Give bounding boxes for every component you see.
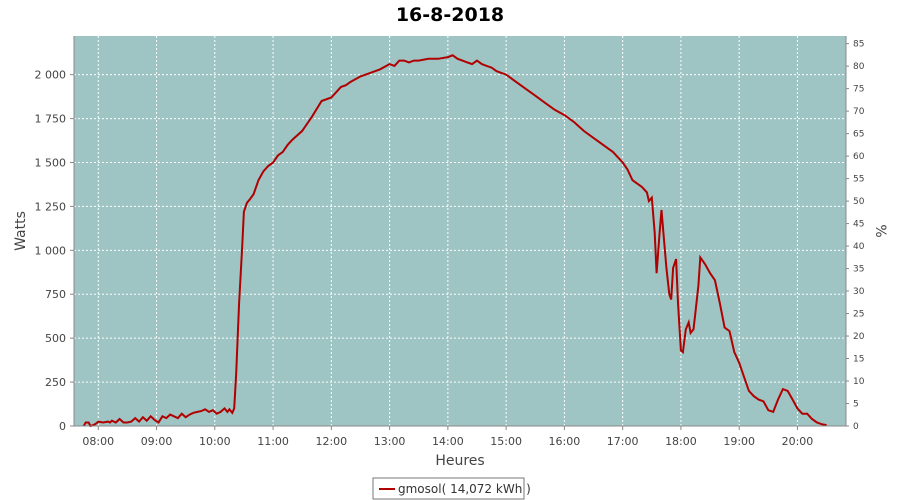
legend-entry-gmosol: gmosol( 14,072 kWh ): [398, 482, 531, 496]
y-tick-label: 1 500: [35, 156, 67, 169]
y-tick-label: 0: [59, 420, 66, 433]
x-tick-label: 17:00: [607, 435, 639, 448]
x-tick-label: 20:00: [782, 435, 814, 448]
y2-tick-label: 25: [853, 310, 864, 320]
y-tick-label: 1 750: [35, 113, 67, 126]
x-tick-label: 08:00: [82, 435, 114, 448]
y2-tick-label: 70: [853, 107, 865, 117]
x-tick-label: 16:00: [549, 435, 581, 448]
x-tick-label: 19:00: [723, 435, 755, 448]
y-tick-label: 500: [45, 332, 66, 345]
y2-tick-label: 85: [853, 40, 864, 50]
y-tick-label: 250: [45, 376, 66, 389]
y2-tick-label: 60: [853, 152, 865, 162]
series-line-gmosol: [82, 54, 827, 428]
legend: gmosol( 14,072 kWh ): [372, 477, 531, 500]
y2-tick-label: 50: [853, 197, 865, 207]
y2-tick-label: 40: [853, 242, 865, 252]
legend-box: [372, 477, 525, 500]
chart-title: 16-8-2018: [396, 4, 504, 26]
y2-tick-label: 15: [853, 355, 864, 365]
y2-tick-label: 30: [853, 287, 865, 297]
x-tick-label: 18:00: [665, 435, 697, 448]
x-tick-label: 10:00: [199, 435, 231, 448]
y-tick-label: 2 000: [35, 69, 67, 82]
y2-tick-label: 35: [853, 265, 864, 275]
y2-tick-label: 55: [853, 175, 864, 185]
y2-tick-label: 75: [853, 85, 864, 95]
y2-axis-ticks: 0 5 10 15 20 25 30 35 40 45 50 55 60 65 70 75 80 85: [846, 40, 865, 432]
x-tick-label: 15:00: [490, 435, 522, 448]
y-axis-ticks: 0 250 500 750 1 000 1 250 1 500 1 750 2 000: [35, 69, 74, 433]
x-axis-ticks: 08:00 09:00 10:00 11:00 12:00 13:00 14:00 15:00…: [82, 426, 813, 448]
y-tick-label: 1 250: [35, 200, 67, 213]
y-axis-label: Watts: [13, 211, 29, 251]
x-tick-label: 12:00: [315, 435, 347, 448]
y2-tick-label: 45: [853, 220, 864, 230]
x-tick-label: 13:00: [374, 435, 406, 448]
y2-axis-label: %: [872, 224, 888, 237]
y-tick-label: 1 000: [35, 244, 67, 257]
x-tick-label: 11:00: [257, 435, 289, 448]
y2-tick-label: 5: [853, 400, 859, 410]
y2-tick-label: 20: [853, 332, 865, 342]
x-tick-label: 09:00: [141, 435, 173, 448]
y2-tick-label: 10: [853, 377, 865, 387]
x-axis-label: Heures: [435, 453, 484, 469]
y2-tick-label: 65: [853, 130, 864, 140]
y2-tick-label: 80: [853, 62, 865, 72]
y-tick-label: 750: [45, 288, 66, 301]
plot-area: [74, 36, 846, 426]
x-tick-label: 14:00: [432, 435, 464, 448]
y2-tick-label: 0: [853, 422, 859, 432]
